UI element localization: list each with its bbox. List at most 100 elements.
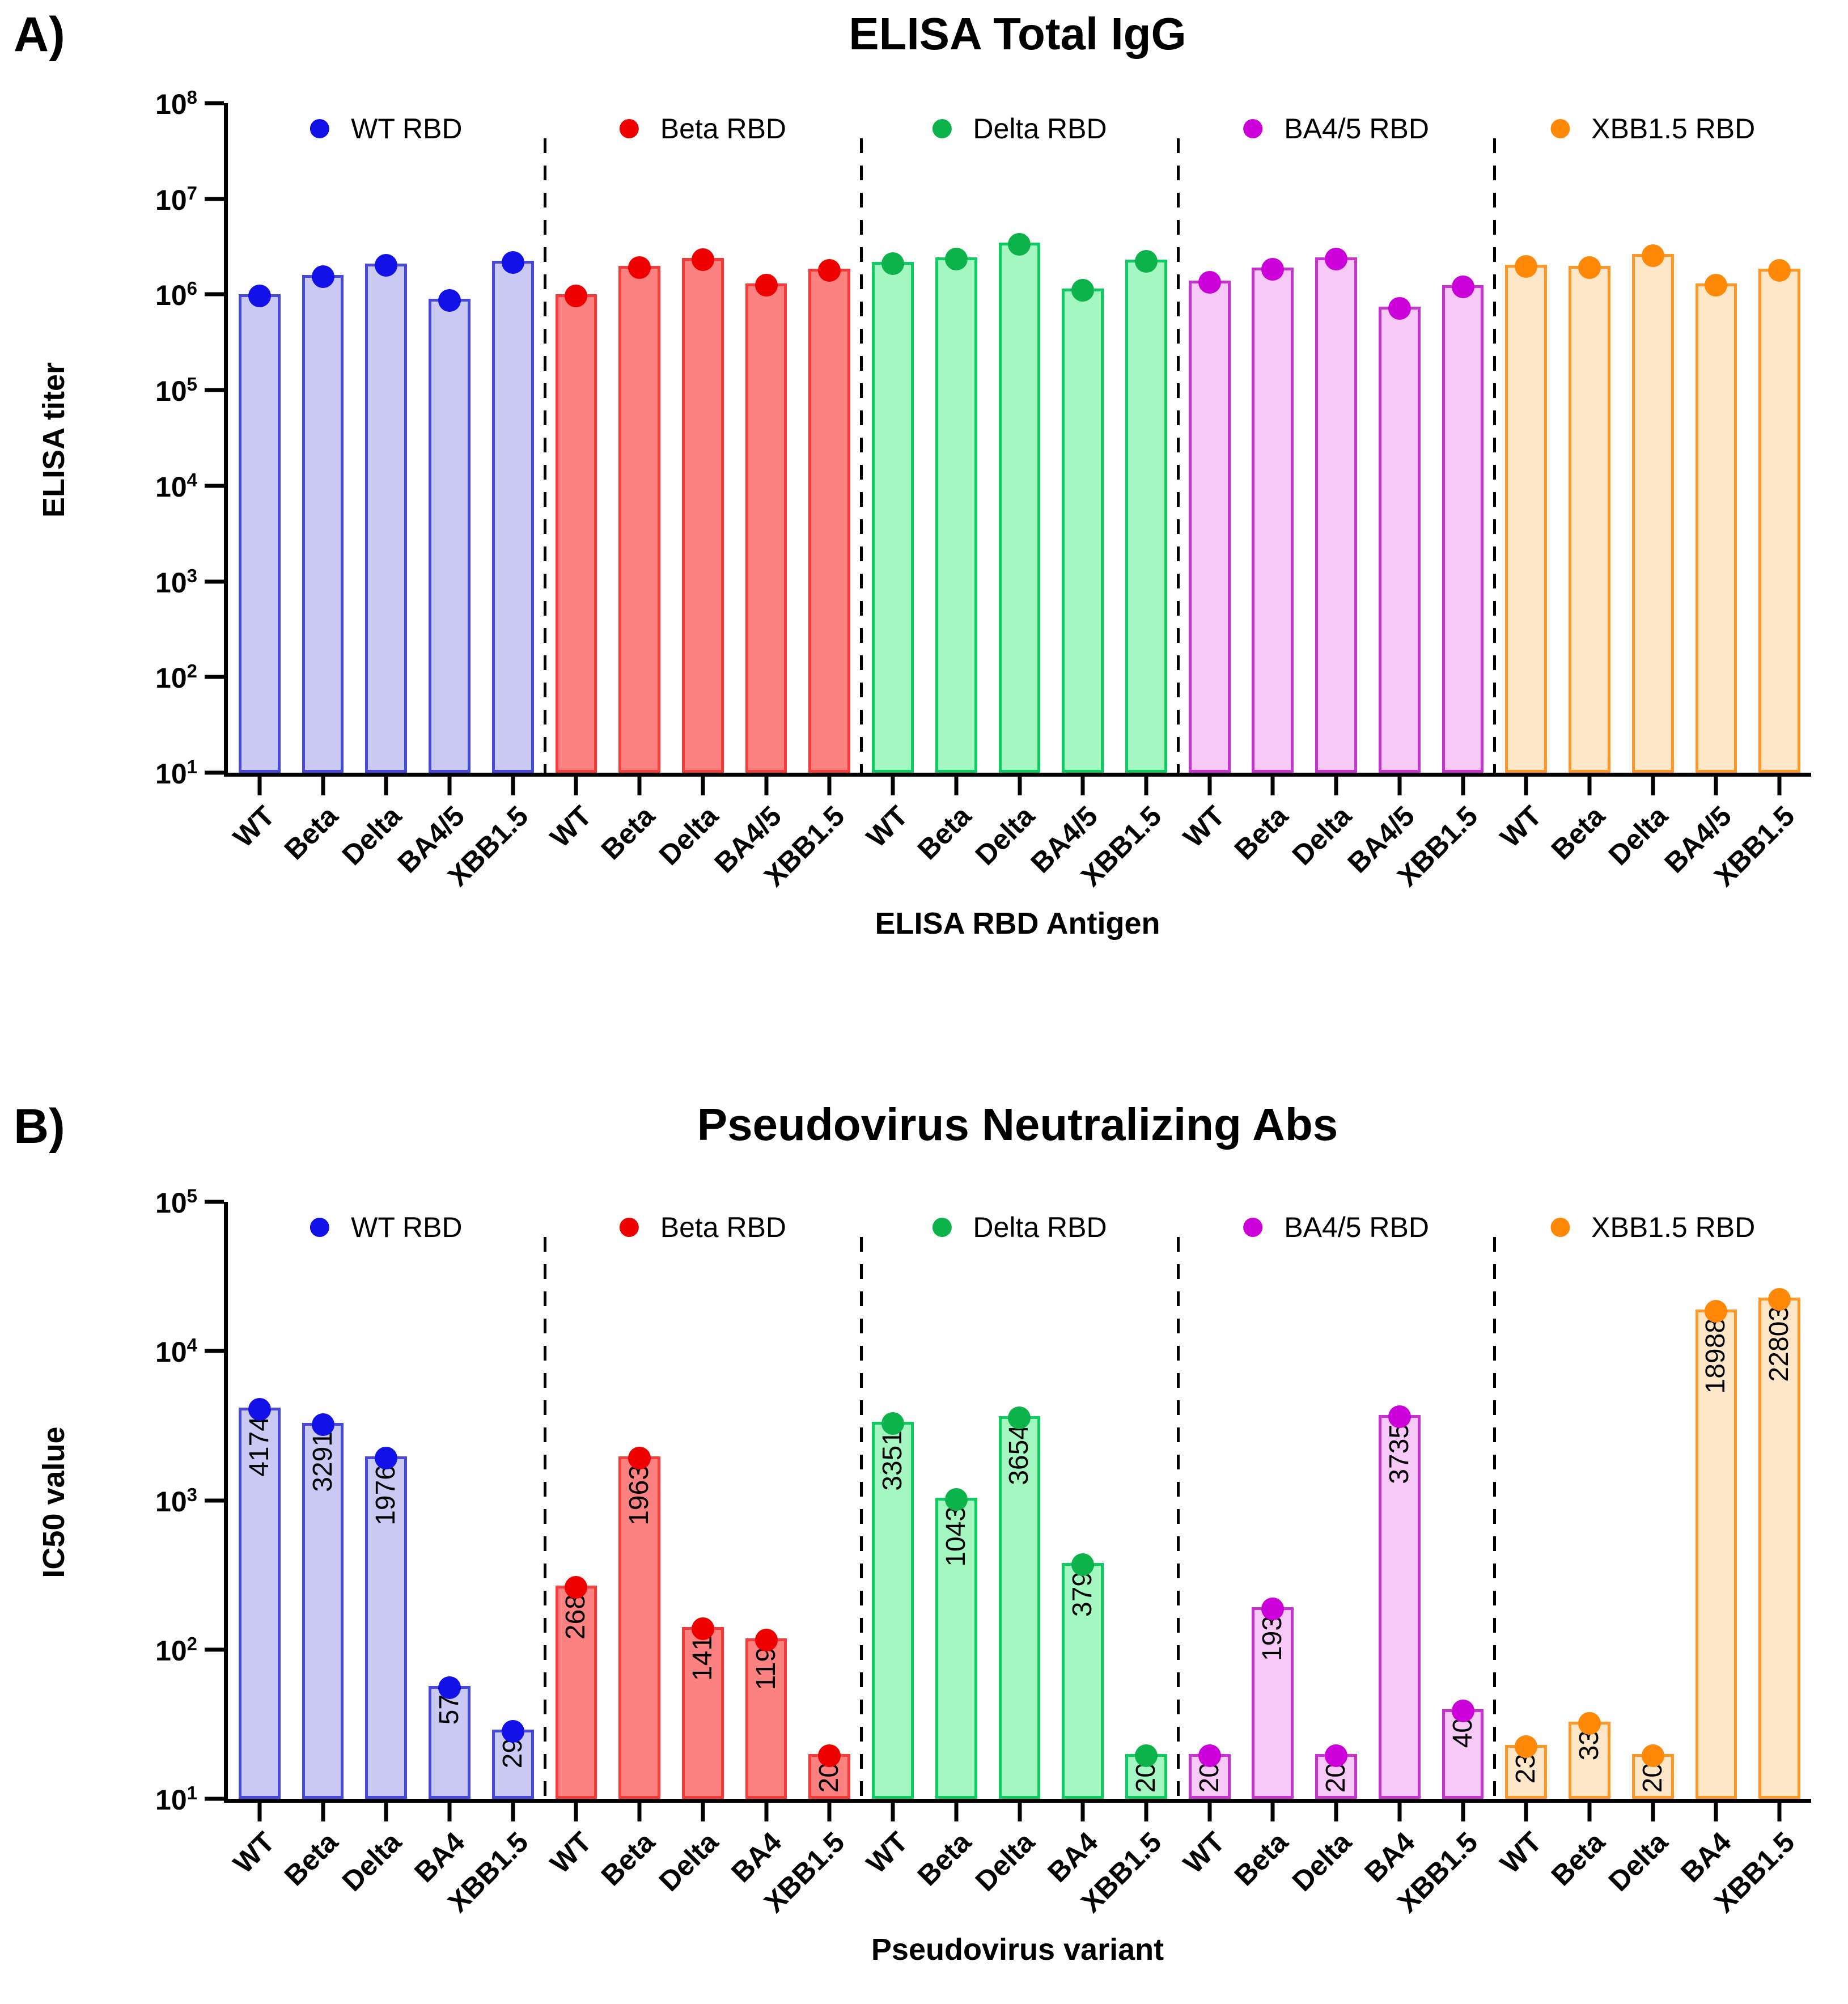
bar-slot: 1976 — [354, 1202, 418, 1799]
bar: 3654 — [998, 1406, 1041, 1799]
bar — [1188, 270, 1231, 773]
x-tick-mark — [257, 777, 262, 795]
group-separator — [1176, 1237, 1180, 1799]
panel-b-title: Pseudovirus Neutralizing Abs — [697, 1099, 1338, 1150]
y-tick-mark — [205, 101, 224, 105]
bar-slot — [608, 103, 671, 773]
x-tick-mark — [954, 777, 959, 795]
legend-label: BA4/5 RBD — [1284, 1211, 1429, 1243]
x-tick-mark — [637, 1803, 642, 1821]
data-point — [1325, 247, 1348, 270]
x-tick-mark — [1270, 1803, 1275, 1821]
x-tick-mark — [827, 1803, 832, 1821]
x-tick-mark — [321, 777, 325, 795]
bar-slot: 119 — [735, 1202, 798, 1799]
bar — [1505, 255, 1548, 773]
bar: 20 — [1188, 1744, 1231, 1799]
bar: 3351 — [872, 1412, 914, 1799]
bar — [998, 232, 1041, 773]
legend-dot-icon — [310, 1218, 330, 1237]
bar-value-label: 18988 — [1701, 1317, 1731, 1394]
x-tick-mark — [384, 777, 388, 795]
y-tick-mark — [205, 579, 224, 584]
bar-slot: 379 — [1051, 1202, 1114, 1799]
legend-dot-icon — [1550, 1218, 1570, 1237]
bar-value-label: 1043 — [940, 1506, 971, 1567]
bar-value-label: 57 — [434, 1694, 464, 1725]
group-separator — [1176, 138, 1180, 773]
data-point — [1578, 1711, 1601, 1735]
legend-label: XBB1.5 RBD — [1591, 113, 1756, 145]
data-point — [1388, 296, 1411, 320]
bar-slot: 29 — [481, 1202, 545, 1799]
data-point — [1515, 1735, 1538, 1758]
x-tick-mark — [1144, 1803, 1148, 1821]
bar-slot: 18988 — [1685, 1202, 1748, 1799]
data-point — [1008, 1406, 1031, 1430]
y-tick-label: 104 — [155, 469, 197, 503]
group-separator — [860, 1237, 863, 1799]
bar — [1442, 276, 1484, 773]
legend-item: XBB1.5 RBD — [1550, 1211, 1755, 1244]
x-tick-mark — [1524, 777, 1528, 795]
x-tick-mark — [701, 1803, 705, 1821]
data-point — [1071, 279, 1095, 302]
x-tick-mark — [1777, 777, 1782, 795]
bar-slot — [291, 103, 355, 773]
legend-label: XBB1.5 RBD — [1591, 1211, 1756, 1243]
panel-a-title: ELISA Total IgG — [849, 9, 1186, 59]
bar-value-label: 379 — [1067, 1571, 1098, 1617]
bar — [1758, 259, 1800, 773]
data-point — [1705, 1299, 1728, 1323]
x-tick-mark — [764, 777, 769, 795]
data-point — [1134, 250, 1158, 273]
bar-slot: 193 — [1241, 1202, 1305, 1799]
legend-item: BA4/5 RBD — [1243, 112, 1429, 145]
bar-slot: 22803 — [1748, 1202, 1811, 1799]
y-tick-mark — [205, 1647, 224, 1652]
bar-value-label: 3735 — [1384, 1423, 1414, 1484]
data-point — [1198, 1744, 1221, 1767]
data-point — [1705, 274, 1728, 297]
bar — [872, 252, 914, 773]
x-tick-mark — [257, 1803, 262, 1821]
y-tick-mark — [205, 388, 224, 392]
legend-label: Beta RBD — [660, 113, 787, 145]
bar: 20 — [808, 1744, 851, 1799]
data-point — [248, 1398, 271, 1421]
x-tick-mark — [1334, 777, 1338, 795]
bar-value-label: 3654 — [1004, 1425, 1035, 1486]
bar-slot — [1178, 103, 1241, 773]
y-tick-mark — [205, 1200, 224, 1204]
bar — [555, 285, 597, 773]
bar-value-label: 33 — [1574, 1730, 1604, 1760]
x-tick-mark — [1524, 1803, 1528, 1821]
data-point — [1325, 1744, 1348, 1767]
legend-label: WT RBD — [351, 113, 463, 145]
data-point — [944, 247, 968, 270]
data-point — [881, 1412, 905, 1435]
data-point — [1261, 258, 1285, 281]
bar-value-label: 29 — [497, 1738, 528, 1769]
bar — [1631, 244, 1674, 773]
data-point — [1641, 1744, 1664, 1767]
bar — [302, 265, 344, 773]
data-point — [628, 256, 651, 279]
bar: 1963 — [618, 1447, 661, 1799]
bar-slot — [1114, 103, 1178, 773]
bar — [1062, 279, 1104, 773]
bar: 268 — [555, 1576, 597, 1799]
y-tick-label: 105 — [155, 1185, 197, 1219]
bar: 23 — [1505, 1735, 1548, 1799]
x-tick-mark — [1777, 1803, 1782, 1821]
bar-slot — [1748, 103, 1811, 773]
x-tick-mark — [764, 1803, 769, 1821]
bar-slot — [1368, 103, 1431, 773]
data-point — [755, 274, 778, 297]
bar-slot: 141 — [671, 1202, 735, 1799]
panel-a-x-axis-title: ELISA RBD Antigen — [875, 906, 1160, 940]
bar — [238, 285, 281, 773]
bar — [618, 256, 661, 773]
x-tick-mark — [1207, 777, 1212, 795]
x-tick-mark — [1461, 1803, 1465, 1821]
